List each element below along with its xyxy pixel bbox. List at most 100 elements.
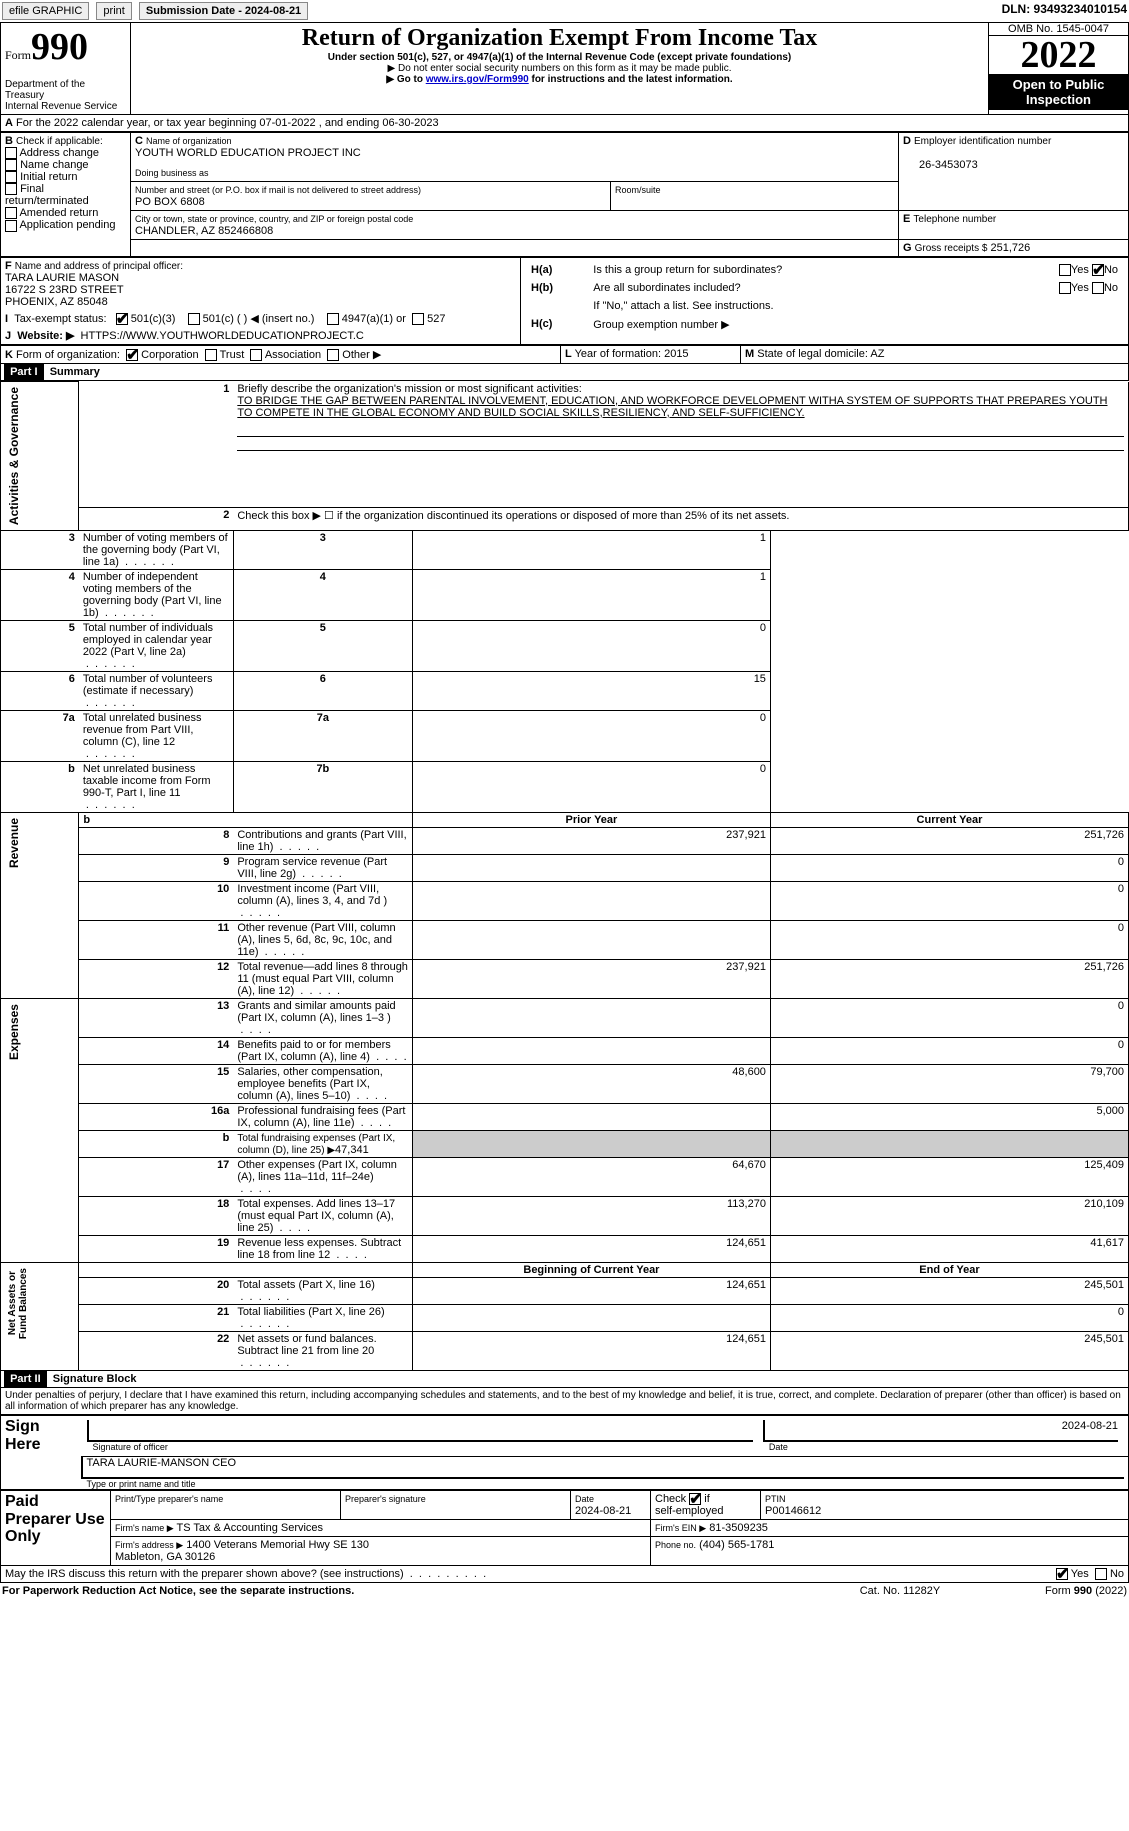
efile-graphic-button[interactable]: efile GRAPHIC bbox=[2, 2, 89, 20]
l2-text: Check this box ▶ ☐ if the organization d… bbox=[233, 507, 1128, 531]
officer-name: TARA LAURIE MASON bbox=[5, 272, 119, 284]
opt-pending: Application pending bbox=[19, 219, 115, 231]
row-10: 10Investment income (Part VIII, column (… bbox=[1, 882, 1129, 921]
opt-other: Other ▶ bbox=[342, 349, 381, 361]
footer-mid: Cat. No. 11282Y bbox=[825, 1585, 975, 1597]
assoc-checkbox[interactable] bbox=[250, 349, 262, 361]
527-checkbox[interactable] bbox=[412, 313, 424, 325]
l-value: 2015 bbox=[664, 348, 688, 360]
4947-checkbox[interactable] bbox=[327, 313, 339, 325]
initial-return-checkbox[interactable] bbox=[5, 171, 17, 183]
row-22: 22Net assets or fund balances. Subtract … bbox=[1, 1332, 1129, 1371]
phone-value: (404) 565-1781 bbox=[699, 1539, 774, 1551]
officer-addr2: PHOENIX, AZ 85048 bbox=[5, 296, 108, 308]
city-label: City or town, state or province, country… bbox=[135, 214, 413, 224]
form-header: Form990 Department of the Treasury Inter… bbox=[0, 22, 1129, 115]
row-13: Expenses13Grants and similar amounts pai… bbox=[1, 999, 1129, 1038]
side-ag: Activities & Governance bbox=[5, 383, 23, 529]
row-20: 20Total assets (Part X, line 16) . . . .… bbox=[1, 1278, 1129, 1305]
sign-here-label: Sign Here bbox=[5, 1418, 77, 1454]
paid-preparer-label: Paid Preparer Use Only bbox=[5, 1493, 106, 1546]
m-label: State of legal domicile: bbox=[757, 348, 868, 360]
officer-name-value: TARA LAURIE-MANSON CEO bbox=[81, 1457, 1125, 1479]
row-16b: bTotal fundraising expenses (Part IX, co… bbox=[1, 1131, 1129, 1158]
net-header: Net Assets or Fund BalancesBeginning of … bbox=[1, 1263, 1129, 1278]
no-label2: No bbox=[1104, 282, 1118, 294]
ha-label: Is this a group return for subordinates? bbox=[589, 262, 985, 278]
opt-assoc: Association bbox=[265, 349, 321, 361]
dba-label: Doing business as bbox=[135, 168, 209, 178]
line-a: A For the 2022 calendar year, or tax yea… bbox=[0, 115, 1129, 132]
pp-date-value: 2024-08-21 bbox=[575, 1505, 631, 1517]
part2-bar: Part II Signature Block bbox=[0, 1371, 1129, 1388]
officer-name-label: Type or print name and title bbox=[81, 1479, 1125, 1489]
l1-label: Briefly describe the organization's miss… bbox=[233, 382, 1128, 507]
501c3-checkbox[interactable] bbox=[116, 313, 128, 325]
form-subtitle: Under section 501(c), 527, or 4947(a)(1)… bbox=[135, 52, 984, 63]
501c-checkbox[interactable] bbox=[188, 313, 200, 325]
row-3: 3Number of voting members of the governi… bbox=[1, 531, 1129, 570]
form-word: Form bbox=[5, 48, 31, 62]
phone-label: Phone no. bbox=[655, 1540, 696, 1550]
row-19: 19Revenue less expenses. Subtract line 1… bbox=[1, 1236, 1129, 1263]
row-4: 4Number of independent voting members of… bbox=[1, 570, 1129, 621]
opt-527: 527 bbox=[427, 313, 445, 325]
goto-prefix: ▶ Go to bbox=[386, 74, 425, 85]
firm-ein: 81-3509235 bbox=[709, 1522, 768, 1534]
opt-4947: 4947(a)(1) or bbox=[342, 313, 406, 325]
discuss-no-label: No bbox=[1110, 1568, 1124, 1580]
discuss-yes-checkbox[interactable] bbox=[1056, 1568, 1068, 1580]
addr-label: Number and street (or P.O. box if mail i… bbox=[135, 185, 421, 195]
hb-no-checkbox[interactable] bbox=[1092, 282, 1104, 294]
addr-value: PO BOX 6808 bbox=[135, 196, 205, 208]
trust-checkbox[interactable] bbox=[205, 349, 217, 361]
d-label: Employer identification number bbox=[914, 136, 1051, 147]
firm-ein-label: Firm's EIN ▶ bbox=[655, 1523, 706, 1533]
row-17: 17Other expenses (Part IX, column (A), l… bbox=[1, 1158, 1129, 1197]
firm-name: TS Tax & Accounting Services bbox=[177, 1522, 324, 1534]
footer: For Paperwork Reduction Act Notice, see … bbox=[0, 1583, 1129, 1599]
note-ssn: ▶ Do not enter social security numbers o… bbox=[135, 63, 984, 74]
part2-tag: Part II bbox=[4, 1371, 47, 1387]
print-button[interactable]: print bbox=[96, 2, 131, 20]
self-employed-checkbox[interactable] bbox=[689, 1493, 701, 1505]
tax-year: 2022 bbox=[989, 36, 1128, 74]
klm-block: K Form of organization: Corporation Trus… bbox=[0, 345, 1129, 364]
g-label: Gross receipts $ bbox=[915, 243, 988, 254]
row-5: 5Total number of individuals employed in… bbox=[1, 621, 1129, 672]
name-change-checkbox[interactable] bbox=[5, 159, 17, 171]
part1-table: Activities & Governance 1 Briefly descri… bbox=[0, 381, 1129, 1371]
c-name-label: Name of organization bbox=[146, 136, 232, 146]
city-value: CHANDLER, AZ 852466808 bbox=[135, 225, 273, 237]
room-label: Room/suite bbox=[615, 185, 661, 195]
org-name: YOUTH WORLD EDUCATION PROJECT INC bbox=[135, 147, 361, 159]
website-value: HTTPS://WWW.YOUTHWORLDEDUCATIONPROJECT.C bbox=[81, 330, 364, 342]
other-checkbox[interactable] bbox=[327, 349, 339, 361]
discuss-no-checkbox[interactable] bbox=[1095, 1568, 1107, 1580]
e-label: Telephone number bbox=[913, 214, 996, 225]
ptin-value: P00146612 bbox=[765, 1505, 821, 1517]
submission-date-label: Submission Date - 2024-08-21 bbox=[139, 2, 308, 20]
address-change-checkbox[interactable] bbox=[5, 147, 17, 159]
part1-tag: Part I bbox=[4, 364, 44, 380]
hb-yes-checkbox[interactable] bbox=[1059, 282, 1071, 294]
g-value: 251,726 bbox=[991, 242, 1031, 254]
final-return-checkbox[interactable] bbox=[5, 183, 17, 195]
discuss-row: May the IRS discuss this return with the… bbox=[0, 1566, 1129, 1583]
part1-title: Summary bbox=[50, 366, 100, 378]
application-pending-checkbox[interactable] bbox=[5, 220, 17, 232]
ein-value: 26-3453073 bbox=[919, 159, 978, 171]
sig-date-value: 2024-08-21 bbox=[763, 1420, 1118, 1442]
sign-block: Sign Here Signature of officer 2024-08-2… bbox=[0, 1415, 1129, 1490]
row-11: 11Other revenue (Part VIII, column (A), … bbox=[1, 921, 1129, 960]
yes-label: Yes bbox=[1071, 264, 1089, 276]
i-label: Tax-exempt status: bbox=[14, 313, 106, 325]
irs-link[interactable]: www.irs.gov/Form990 bbox=[426, 74, 529, 85]
amended-return-checkbox[interactable] bbox=[5, 207, 17, 219]
h-note: If "No," attach a list. See instructions… bbox=[589, 298, 1122, 314]
ha-no-checkbox[interactable] bbox=[1092, 264, 1104, 276]
row-8: 8Contributions and grants (Part VIII, li… bbox=[1, 828, 1129, 855]
ha-yes-checkbox[interactable] bbox=[1059, 264, 1071, 276]
row-15: 15Salaries, other compensation, employee… bbox=[1, 1065, 1129, 1104]
corp-checkbox[interactable] bbox=[126, 349, 138, 361]
